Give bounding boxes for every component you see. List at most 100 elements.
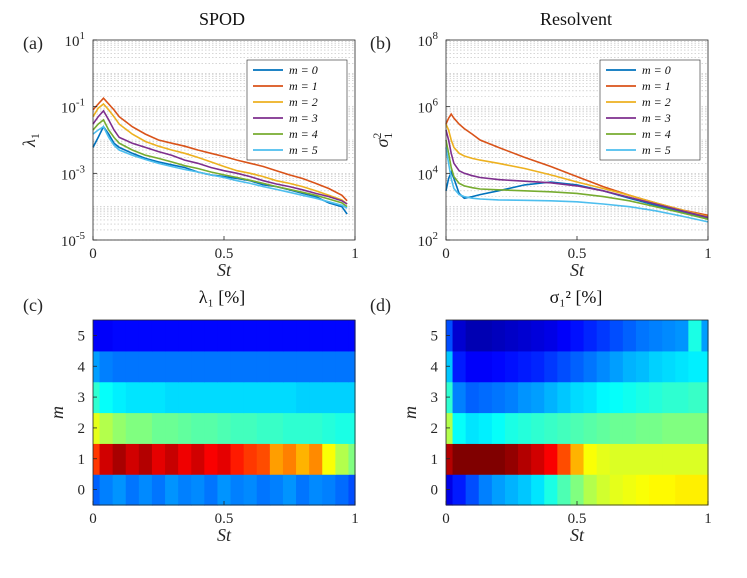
heat-cell-c — [165, 474, 179, 506]
heat-cell-c — [151, 320, 166, 352]
y-tick-label-a: 10-5 — [61, 230, 86, 250]
x-axis-label-d: St — [570, 525, 585, 545]
heat-cell-d — [662, 381, 676, 414]
legend-label-a: m = 5 — [289, 143, 318, 157]
legend-label-a: m = 4 — [289, 127, 318, 141]
heat-cell-c — [230, 350, 245, 383]
panel-b-title: Resolvent — [540, 9, 612, 29]
heat-cell-c — [151, 381, 166, 414]
heat-cell-c — [112, 381, 127, 414]
heat-cell-d — [583, 474, 598, 506]
heat-cell-d — [583, 412, 598, 444]
y-tick-label-a: 10-1 — [61, 97, 85, 117]
heat-cell-c — [230, 474, 245, 506]
y-axis-label-b: σ12 — [370, 133, 395, 148]
heat-cell-d — [688, 350, 703, 383]
heat-cell-c — [138, 412, 153, 444]
x-tick-label-c: 0 — [89, 511, 97, 527]
heat-cell-c — [217, 350, 232, 383]
heat-cell-d — [465, 350, 480, 383]
y-axis-label-a: λ1 — [19, 133, 42, 148]
heat-cell-d — [570, 443, 585, 475]
panel-c: 0 0.5 1 0 1 2 3 4 5 St m — [47, 319, 359, 545]
heat-cell-c — [230, 443, 245, 475]
heat-cell-c — [99, 412, 114, 444]
x-tick-label-b: 0 — [442, 246, 450, 262]
y-tick-label-c: 4 — [78, 359, 86, 375]
heat-cell-d — [675, 412, 689, 444]
heat-cell-c — [217, 443, 232, 475]
heat-cell-d — [635, 350, 650, 383]
heat-cell-c — [204, 320, 219, 352]
heat-cell-d — [570, 350, 585, 383]
heat-cell-d — [544, 381, 558, 414]
heat-cell-c — [309, 320, 323, 352]
heat-cell-d — [649, 443, 663, 475]
x-axis-label-c: St — [217, 525, 232, 545]
heat-cell-c — [309, 350, 323, 383]
heat-cell-d — [622, 350, 637, 383]
heat-cell-c — [243, 350, 258, 383]
y-tick-label-d: 4 — [431, 359, 439, 375]
heat-cell-c — [256, 350, 271, 383]
y-tick-label-c: 3 — [78, 390, 86, 406]
y-tick-label-d: 0 — [431, 483, 439, 499]
heat-cell-d — [557, 381, 572, 414]
heat-cell-c — [348, 381, 356, 414]
x-tick-label-d: 1 — [704, 511, 712, 527]
heat-cell-d — [504, 412, 519, 444]
heat-cell-d — [491, 443, 506, 475]
x-tick-label-b: 0.5 — [568, 246, 587, 262]
legend-label-b: m = 2 — [642, 95, 671, 109]
y-tick-label-d: 1 — [431, 452, 439, 468]
heat-cell-d — [649, 474, 663, 506]
series-line-a-m2 — [92, 102, 348, 205]
series-line-b-m2 — [445, 123, 709, 218]
y-tick-label-b: 102 — [418, 230, 439, 250]
heat-cell-d — [531, 412, 545, 444]
heat-cell-c — [309, 474, 323, 506]
heat-cell-c — [243, 320, 258, 352]
heat-cell-c — [165, 320, 179, 352]
heat-cell-d — [478, 320, 493, 352]
y-tick-label-c: 2 — [78, 421, 86, 437]
legend-b — [599, 59, 701, 161]
heat-cell-c — [322, 350, 336, 383]
heat-cell-c — [125, 443, 140, 475]
x-tick-label-a: 0 — [89, 246, 97, 262]
heat-cell-d — [609, 443, 624, 475]
heat-cell-c — [322, 474, 336, 506]
heat-cell-c — [269, 381, 284, 414]
heat-cell-c — [282, 381, 297, 414]
legend-label-b: m = 0 — [642, 63, 671, 77]
panel-c-title: λ₁ [%] — [199, 287, 246, 307]
heat-cell-c — [151, 412, 166, 444]
heat-cell-d — [609, 350, 624, 383]
heat-cell-c — [217, 412, 232, 444]
heat-cell-d — [701, 350, 709, 383]
heat-cell-d — [622, 443, 637, 475]
panel-d-letter: (d) — [370, 295, 391, 316]
panel-b: 0 0.5 1 102 104 106 108 St σ12 m = 0 m = 1 m = 2 m =… — [370, 30, 712, 280]
heat-cell-d — [491, 381, 506, 414]
heat-cell-c — [309, 381, 323, 414]
heat-cell-c — [204, 381, 219, 414]
heat-cell-d — [675, 474, 689, 506]
y-tick-label-b: 106 — [418, 97, 439, 117]
heat-cell-d — [675, 381, 689, 414]
heat-cell-d — [649, 350, 663, 383]
panel-a: 0 0.5 1 10-5 10-3 10-1 101 St λ1 m = 0 m = 1 m = 2 m… — [19, 30, 359, 280]
heat-cell-d — [570, 381, 585, 414]
legend-label-a: m = 1 — [289, 79, 318, 93]
heat-cell-d — [504, 474, 519, 506]
heat-cell-c — [296, 381, 310, 414]
heat-cell-c — [112, 320, 127, 352]
heat-cell-d — [452, 412, 467, 444]
heat-cell-d — [452, 350, 467, 383]
series-line-b-m3 — [445, 129, 709, 219]
heat-cell-c — [322, 320, 336, 352]
heat-cell-c — [112, 443, 127, 475]
heat-cell-c — [269, 412, 284, 444]
heat-cell-c — [151, 350, 166, 383]
